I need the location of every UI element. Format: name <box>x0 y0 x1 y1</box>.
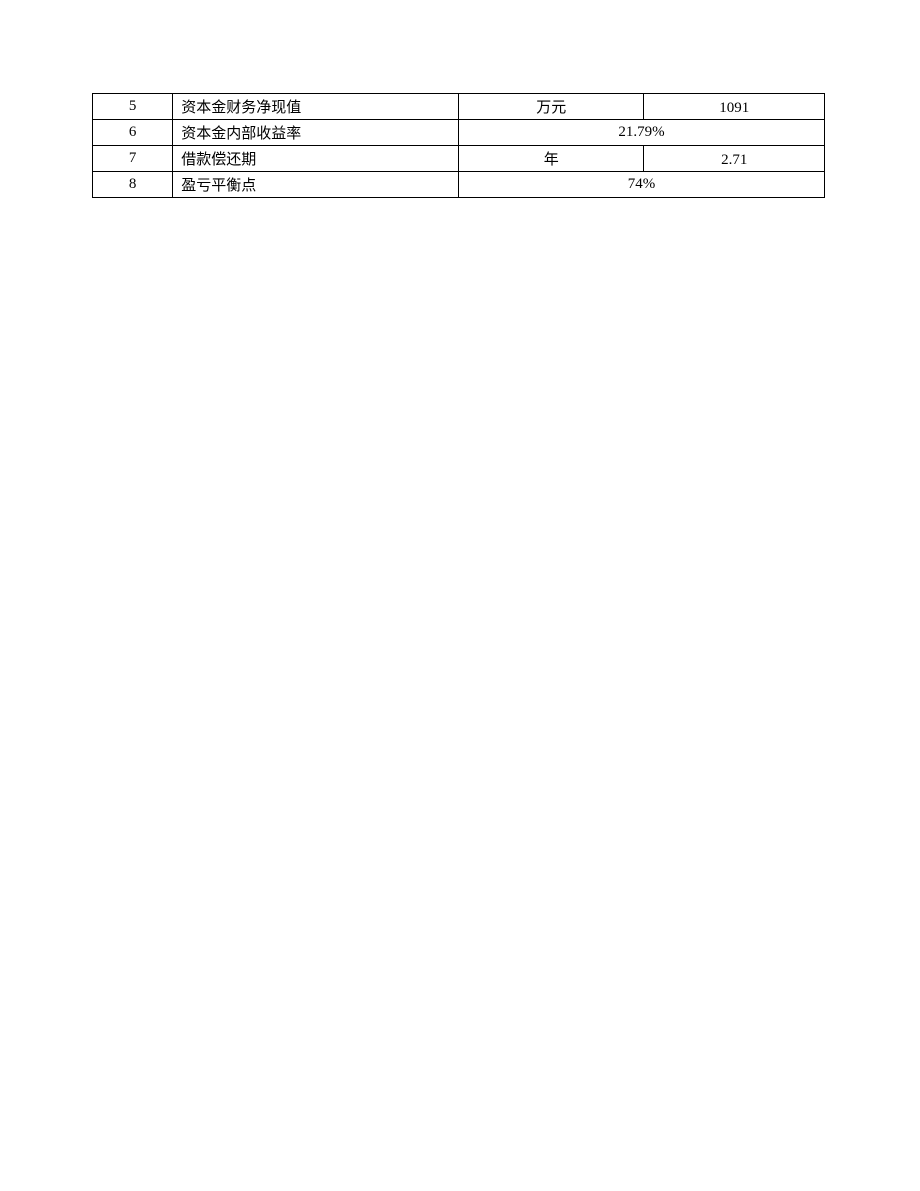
financial-indicators-table: 5 资本金财务净现值 万元 1091 6 资本金内部收益率 21.79% 7 借… <box>92 93 825 198</box>
row-label: 资本金内部收益率 <box>173 120 459 146</box>
row-unit: 年 <box>458 146 644 172</box>
row-value: 2.71 <box>644 146 825 172</box>
row-value: 1091 <box>644 94 825 120</box>
row-number: 6 <box>93 120 173 146</box>
row-label: 资本金财务净现值 <box>173 94 459 120</box>
row-number: 5 <box>93 94 173 120</box>
table-row: 8 盈亏平衡点 74% <box>93 172 825 198</box>
row-unit: 万元 <box>458 94 644 120</box>
table-row: 5 资本金财务净现值 万元 1091 <box>93 94 825 120</box>
row-value: 21.79% <box>458 120 824 146</box>
row-number: 7 <box>93 146 173 172</box>
row-label: 盈亏平衡点 <box>173 172 459 198</box>
row-value: 74% <box>458 172 824 198</box>
row-number: 8 <box>93 172 173 198</box>
table-row: 7 借款偿还期 年 2.71 <box>93 146 825 172</box>
row-label: 借款偿还期 <box>173 146 459 172</box>
table-row: 6 资本金内部收益率 21.79% <box>93 120 825 146</box>
